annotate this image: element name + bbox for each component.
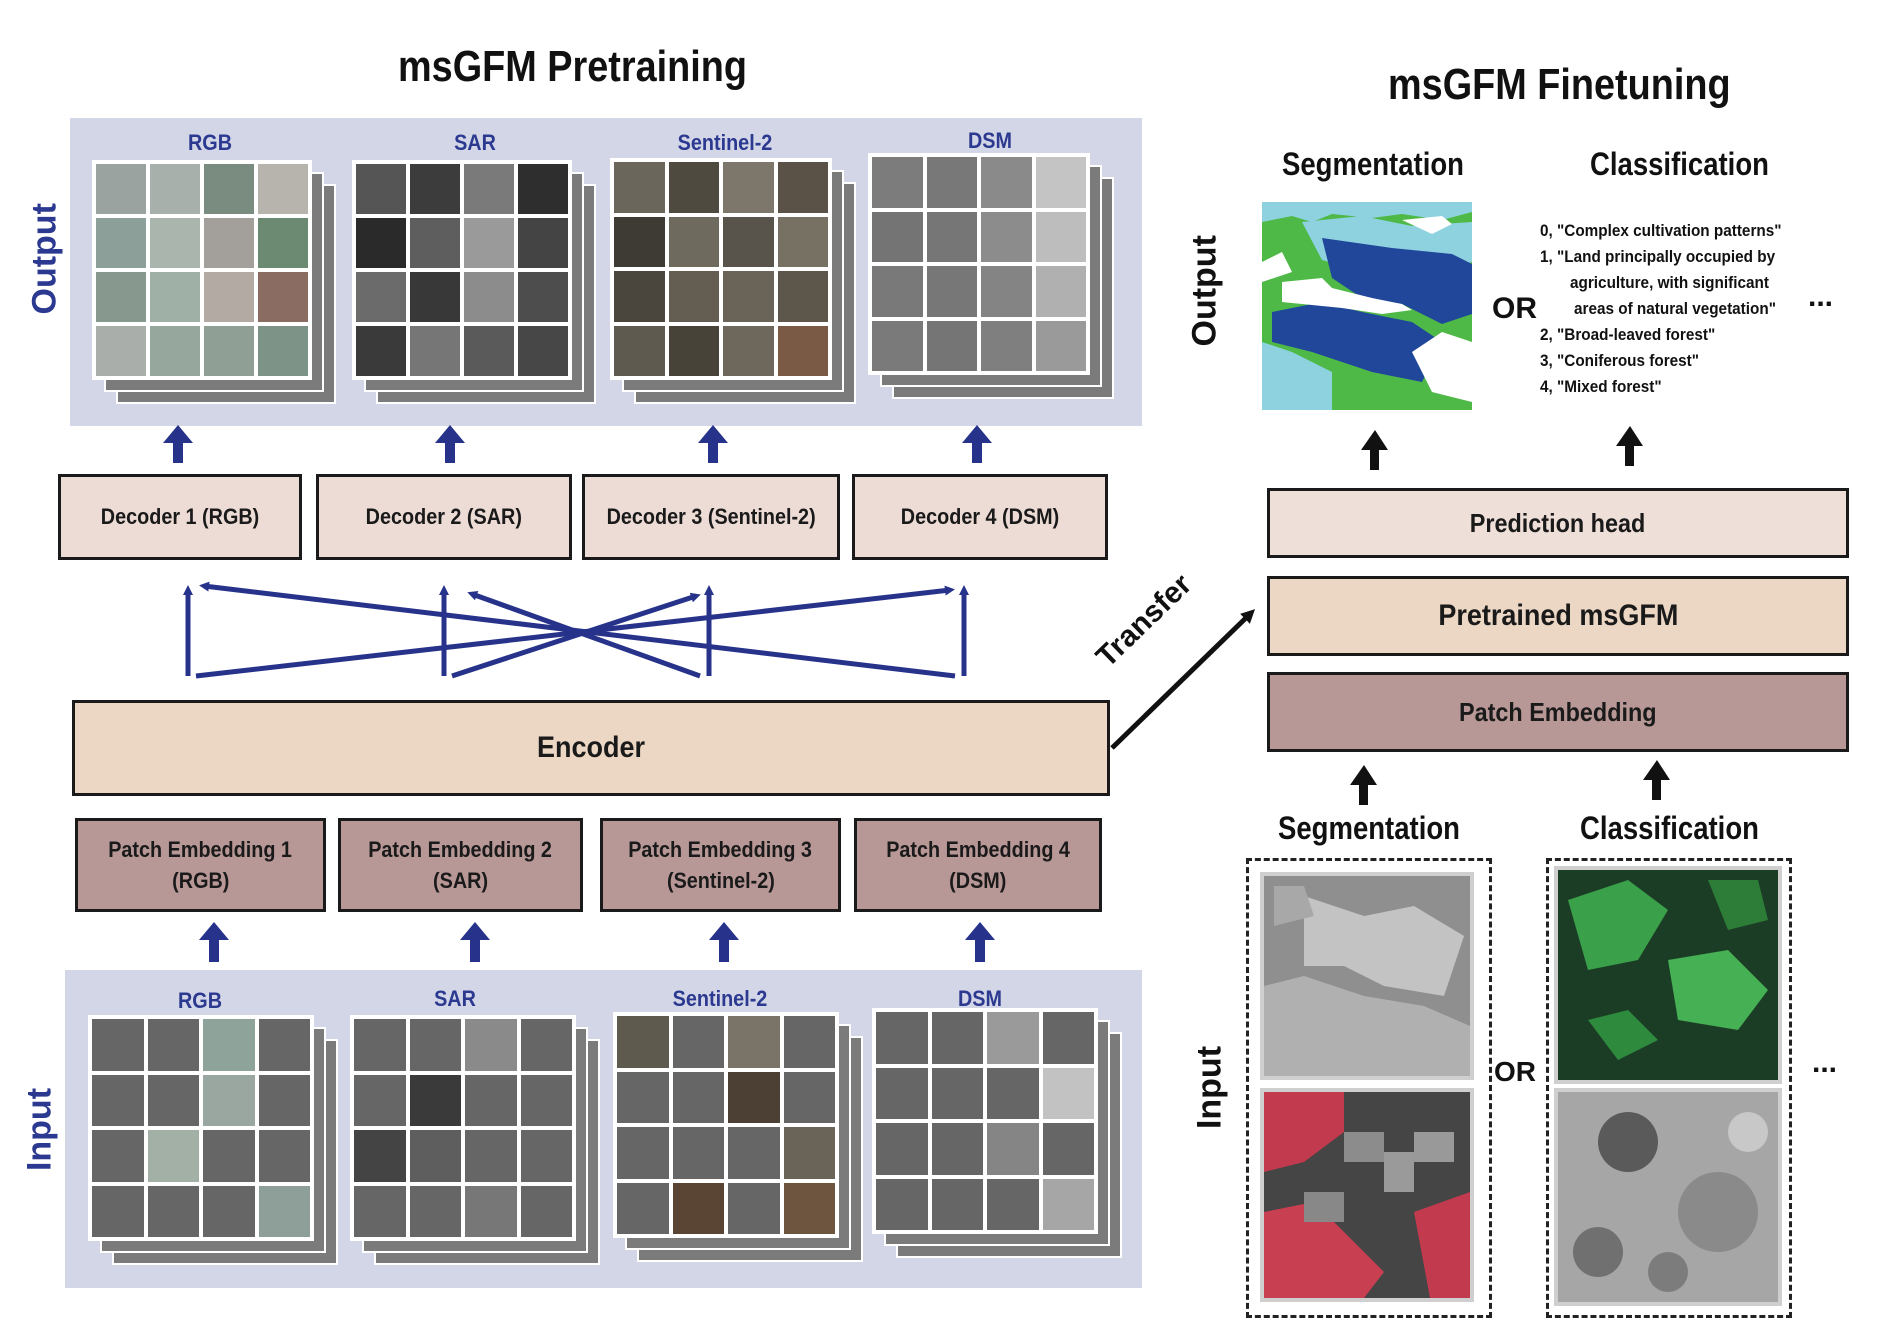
- finetuning-title: msGFM Finetuning: [1388, 60, 1731, 109]
- class-list-item-1c: areas of natural vegetation": [1574, 299, 1776, 318]
- classification-input-sar: [1554, 1088, 1782, 1306]
- pretrained-msgfm: Pretrained msGFM: [1267, 576, 1849, 656]
- input-or-label: OR: [1494, 1056, 1536, 1087]
- input-to-patch-arrows: [199, 922, 995, 962]
- encoder-decoder-connections: [183, 581, 969, 679]
- output-ellipsis: ...: [1808, 280, 1834, 313]
- class-list-item-2: 2, "Broad-leaved forest": [1540, 325, 1716, 344]
- decoder-1: Decoder 1 (RGB): [58, 474, 302, 560]
- patch-embedding-1: Patch Embedding 1 (RGB): [75, 818, 326, 912]
- class-list-item-0: 0, "Complex cultivation patterns": [1540, 221, 1782, 240]
- input-modality-rgb: RGB: [177, 988, 222, 1013]
- patch-embedding-2: Patch Embedding 2 (SAR): [338, 818, 583, 912]
- input-modality-sentinel2: Sentinel-2: [672, 986, 768, 1011]
- output-modality-rgb: RGB: [187, 130, 232, 155]
- output-or-label: OR: [1492, 292, 1537, 325]
- class-list-item-4: 4, "Mixed forest": [1540, 377, 1662, 396]
- class-list-item-3: 3, "Coniferous forest": [1540, 351, 1700, 370]
- segmentation-input-dsm: [1260, 872, 1474, 1080]
- patch-embedding-3: Patch Embedding 3 (Sentinel-2): [600, 818, 841, 912]
- decoder-4: Decoder 4 (DSM): [852, 474, 1108, 560]
- classification-input-rgb: [1554, 866, 1782, 1084]
- class-list-item-1b: agriculture, with significant: [1570, 273, 1769, 292]
- decoder-3: Decoder 3 (Sentinel-2): [582, 474, 840, 560]
- finetune-input-label: Input: [1190, 1045, 1229, 1130]
- output-modality-sentinel2: Sentinel-2: [677, 130, 773, 155]
- transfer-arrow: [1110, 609, 1256, 750]
- input-classification-title: Classification: [1580, 810, 1759, 846]
- decoder-to-output-arrows: [163, 425, 992, 463]
- input-modality-sar: SAR: [434, 986, 476, 1011]
- prediction-head: Prediction head: [1267, 488, 1849, 558]
- class-list-item-1: 1, "Land principally occupied by: [1540, 247, 1776, 266]
- decoder-2: Decoder 2 (SAR): [316, 474, 572, 560]
- input-segmentation-title: Segmentation: [1278, 810, 1460, 846]
- output-classification-title: Classification: [1590, 146, 1769, 182]
- finetune-patch-embedding: Patch Embedding: [1267, 672, 1849, 752]
- patch-embedding-4: Patch Embedding 4 (DSM): [854, 818, 1102, 912]
- output-modality-dsm: DSM: [967, 128, 1012, 153]
- input-ellipsis: ...: [1812, 1046, 1838, 1079]
- segmentation-input-rgb: [1260, 1088, 1474, 1302]
- input-modality-dsm: DSM: [957, 986, 1002, 1011]
- pretraining-title: msGFM Pretraining: [398, 42, 748, 91]
- segmentation-map: [1262, 202, 1472, 410]
- encoder: Encoder: [72, 700, 1110, 796]
- output-modality-sar: SAR: [454, 130, 496, 155]
- output-segmentation-title: Segmentation: [1282, 146, 1464, 182]
